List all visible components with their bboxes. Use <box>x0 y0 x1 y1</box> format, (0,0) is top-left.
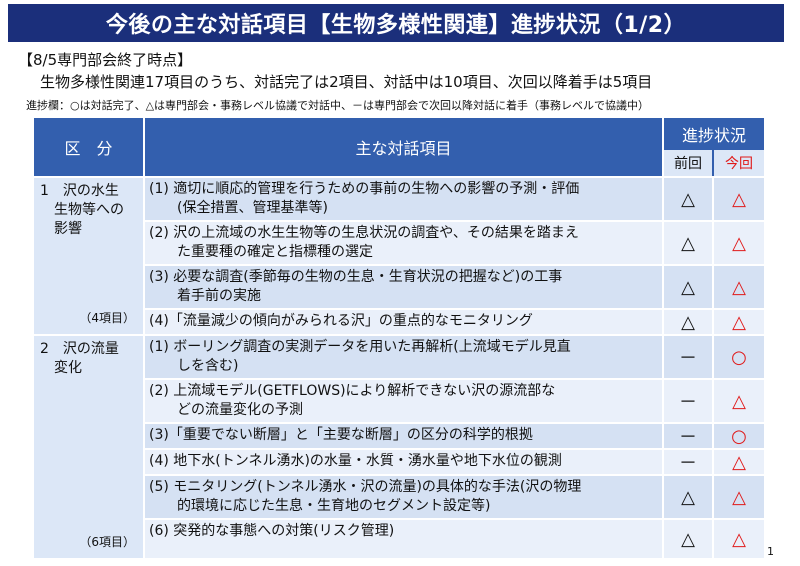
header-progress: 進捗状況 <box>681 126 746 145</box>
status-current: △ <box>714 520 764 558</box>
header-item: 主な対話項目 <box>145 118 662 176</box>
status-current: △ <box>714 450 764 474</box>
status-current: ○ <box>714 424 764 448</box>
status-previous: △ <box>664 310 712 334</box>
status-current: △ <box>714 380 764 422</box>
category-label: 2 沢の流量 変化 <box>40 341 119 376</box>
header-current: 今回 <box>714 150 764 176</box>
table-row: (3)「重要でない断層」と「主要な断層」の区分の科学的根拠 <box>145 424 662 448</box>
page-number: 1 <box>767 545 774 558</box>
status-previous: － <box>664 380 712 422</box>
status-current: △ <box>714 222 764 264</box>
status-current: △ <box>714 476 764 518</box>
table-row: (2) 沢の上流域の水生生物等の生息状況の調査や、その結果を踏まえ た重要種の確… <box>145 222 662 264</box>
status-previous: △ <box>664 222 712 264</box>
table-row: (3) 必要な調査(季節毎の生物の生息・生育状況の把握など)の工事 着手前の実施 <box>145 266 662 308</box>
status-current: ○ <box>714 336 764 378</box>
table-row: (1) ボーリング調査の実測データを用いた再解析(上流域モデル見直 しを含む) <box>145 336 662 378</box>
header-previous: 前回 <box>664 150 712 176</box>
status-previous: △ <box>664 520 712 558</box>
status-timepoint: 【8/5専門部会終了時点】 <box>18 51 193 69</box>
status-previous: △ <box>664 178 712 220</box>
status-summary: 生物多様性関連17項目のうち、対話完了は2項目、対話中は10項目、次回以降着手は… <box>40 73 653 91</box>
category-count: （6項目） <box>79 535 135 549</box>
status-previous: － <box>664 424 712 448</box>
category-count: （4項目） <box>79 311 135 325</box>
status-current: △ <box>714 310 764 334</box>
status-previous: △ <box>664 266 712 308</box>
page-title: 今後の主な対話項目【生物多様性関連】進捗状況（1/2） <box>8 4 784 42</box>
table-row: (1) 適切に順応的管理を行うための事前の生物への影響の予測・評価 (保全措置、… <box>145 178 662 220</box>
category-label: 1 沢の水生 生物等への 影響 <box>40 183 124 237</box>
status-current: △ <box>714 178 764 220</box>
status-previous: － <box>664 336 712 378</box>
category-section-1: 1 沢の水生 生物等への 影響 （4項目） <box>34 178 143 334</box>
table-row: (5) モニタリング(トンネル湧水・沢の流量)の具体的な手法(沢の物理 的環境に… <box>145 476 662 518</box>
progress-legend: 進捗欄：○は対話完了、△は専門部会・事務レベル協議で対話中、－は専門部会で次回以… <box>26 99 650 112</box>
table-row: (4)「流量減少の傾向がみられる沢」の重点的なモニタリング <box>145 310 662 334</box>
table-row: (2) 上流域モデル(GETFLOWS)により解析できない沢の源流部な どの流量… <box>145 380 662 422</box>
status-current: △ <box>714 266 764 308</box>
table-row: (4) 地下水(トンネル湧水)の水量・水質・湧水量や地下水位の観測 <box>145 450 662 474</box>
status-previous: △ <box>664 476 712 518</box>
category-section-2: 2 沢の流量 変化 （6項目） <box>34 336 143 558</box>
header-category: 区 分 <box>34 118 143 176</box>
table-row: (6) 突発的な事態への対策(リスク管理) <box>145 520 662 558</box>
status-previous: － <box>664 450 712 474</box>
